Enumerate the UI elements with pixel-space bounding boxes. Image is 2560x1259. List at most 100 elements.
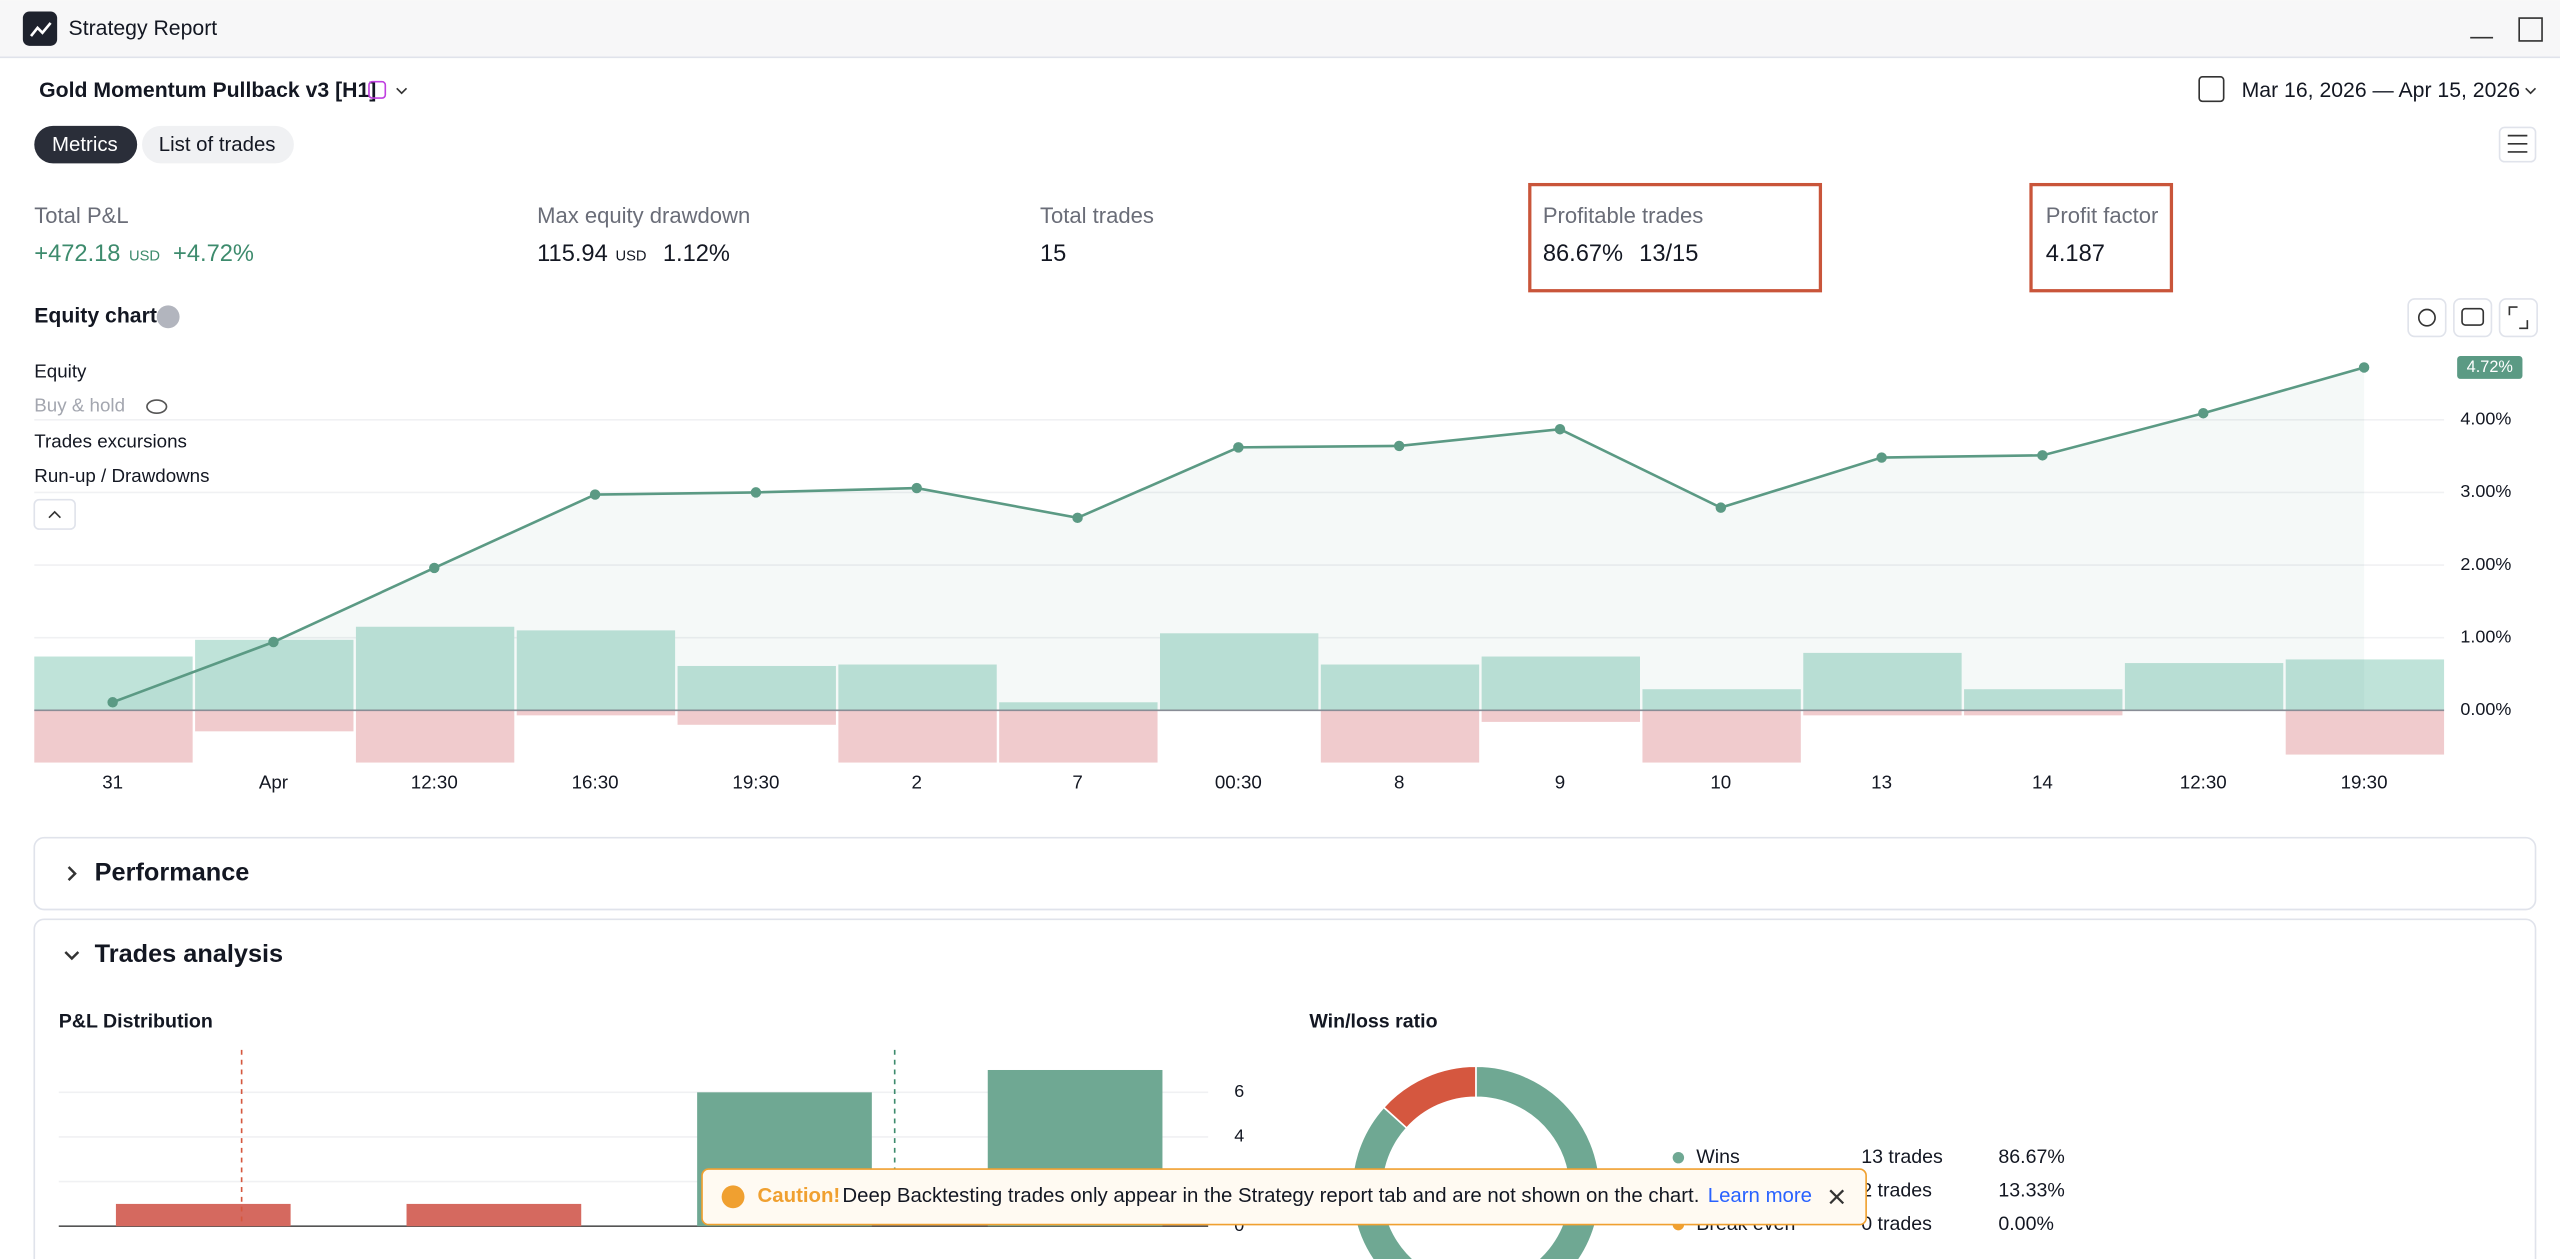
legend-item[interactable]: Equity: [34, 360, 87, 381]
drawdown-bar: [1803, 710, 1962, 716]
snapshot-button[interactable]: [2453, 298, 2493, 338]
x-tick-label: 7: [1072, 772, 1082, 793]
section-card[interactable]: [33, 836, 2537, 911]
metric-percent: 1.12%: [663, 241, 730, 267]
legend-item[interactable]: Buy & hold: [34, 395, 125, 416]
settings-button[interactable]: [2407, 298, 2447, 338]
title-bar: [0, 0, 2560, 58]
equity-chart: 0.00% 1.00% 2.00% 3.00% 4.00% 31 Apr 12:30 16:30…: [34, 356, 2523, 793]
drawdown-bar: [1320, 710, 1480, 763]
drawdown-bar: [516, 710, 676, 716]
metric-label: Total P&L: [34, 203, 128, 228]
tab-label[interactable]: Metrics: [52, 134, 118, 156]
chart-title: Equity chart: [34, 304, 157, 327]
equity-point: [1876, 452, 1887, 463]
drawdown-bar: [2285, 710, 2445, 755]
run-up-bar: [2124, 663, 2284, 711]
equity-point: [2198, 408, 2209, 419]
fullscreen-button[interactable]: [2498, 298, 2538, 338]
settings-icon: [2417, 308, 2436, 327]
run-up-bar: [838, 664, 997, 711]
run-up-bar: [1481, 656, 1640, 711]
close-button[interactable]: [1829, 1189, 1845, 1205]
y-tick-label: 4.00%: [2460, 409, 2511, 429]
tab-label[interactable]: List of trades: [159, 134, 276, 156]
x-tick-label: 10: [1710, 772, 1731, 793]
x-tick-label: 12:30: [411, 772, 458, 793]
date-range[interactable]: Mar 16, 2026 — Apr 15, 2026: [2242, 79, 2520, 102]
tab[interactable]: [142, 125, 294, 164]
equity-point: [750, 487, 762, 498]
drawdown-bar: [999, 710, 1158, 763]
last-value-label: 4.72%: [2467, 358, 2513, 376]
toast: [701, 1168, 1867, 1226]
x-tick-label: 13: [1871, 772, 1892, 793]
section-title[interactable]: Trades analysis: [95, 940, 283, 968]
section-card: [33, 918, 2537, 1259]
drawdown-bar: [838, 710, 997, 763]
metric-value: 86.67%: [1543, 241, 1623, 267]
metric-label: Total trades: [1040, 203, 1154, 228]
equity-point: [1554, 423, 1566, 435]
drawdown-bar: [355, 710, 515, 763]
dropdown-arrow[interactable]: [2525, 87, 2537, 95]
toast-message: Deep Backtesting trades only appear in t…: [842, 1185, 1699, 1207]
maximize-button[interactable]: [2518, 17, 2543, 42]
section-title[interactable]: Performance: [95, 858, 250, 886]
run-up-bar: [195, 639, 354, 711]
chart-title: Win/loss ratio: [1309, 1010, 1437, 1032]
drawdown-bar: [34, 710, 193, 763]
x-tick-label: 14: [2032, 772, 2053, 793]
x-tick-label: Apr: [259, 772, 288, 793]
legend-item[interactable]: Run-up / Drawdowns: [34, 465, 209, 486]
legend-item[interactable]: Trades excursions: [34, 431, 187, 452]
x-tick-label: 19:30: [2341, 772, 2388, 793]
collapse-icon[interactable]: [64, 951, 80, 961]
drawdown-bar: [1642, 710, 1801, 763]
legend-count: 2 trades: [1861, 1179, 1932, 1201]
warning-icon: [721, 1185, 745, 1209]
equity-point: [2358, 362, 2370, 373]
metric-extra: 13/15: [1639, 241, 1698, 267]
collapse-legend[interactable]: [33, 498, 76, 530]
tab-active[interactable]: [34, 125, 138, 164]
equity-point: [2037, 450, 2048, 461]
run-up-bar: [1964, 689, 2123, 711]
equity-point: [589, 489, 601, 500]
run-up-bar: [1803, 652, 1962, 711]
layout-button[interactable]: [2498, 126, 2537, 163]
expand-icon[interactable]: [67, 866, 77, 881]
equity-area: [112, 367, 2365, 711]
drawdown-bar: [195, 710, 354, 732]
calendar-icon[interactable]: [2198, 76, 2225, 103]
metric-unit: USD: [616, 248, 647, 264]
x-tick-label: 19:30: [732, 772, 779, 793]
x-tick-label: 2: [912, 772, 922, 793]
strategy-name[interactable]: Gold Momentum Pullback v3 [H1]: [39, 79, 376, 102]
x-tick-label: 31: [102, 772, 123, 793]
run-up-bar: [677, 665, 836, 711]
dropdown-arrow[interactable]: [396, 87, 408, 95]
hidden-icon[interactable]: [146, 399, 168, 414]
legend-percent: 13.33%: [1998, 1179, 2064, 1201]
toast-title: Caution!: [758, 1185, 841, 1207]
fullscreen-icon: [2508, 306, 2529, 330]
help-icon[interactable]: [156, 305, 180, 329]
x-tick-label: 8: [1394, 772, 1404, 793]
legend-percent: 86.67%: [1998, 1146, 2064, 1168]
legend-label: Wins: [1696, 1146, 1740, 1168]
toast-link[interactable]: Learn more: [1708, 1185, 1812, 1207]
y-tick-label: 4: [1234, 1126, 1244, 1146]
bar: [406, 1203, 582, 1227]
run-up-bar: [2285, 659, 2445, 711]
y-tick-label: 0.00%: [2460, 699, 2511, 719]
donut-slice: [1382, 1065, 1477, 1130]
equity-point: [1393, 440, 1405, 452]
equity-point: [1715, 502, 1727, 513]
drawdown-bar: [677, 710, 836, 725]
run-up-bar: [999, 702, 1158, 711]
legend-count: 0 trades: [1861, 1213, 1932, 1235]
camera-icon: [2461, 307, 2485, 326]
metric-value: 115.94: [537, 241, 608, 267]
